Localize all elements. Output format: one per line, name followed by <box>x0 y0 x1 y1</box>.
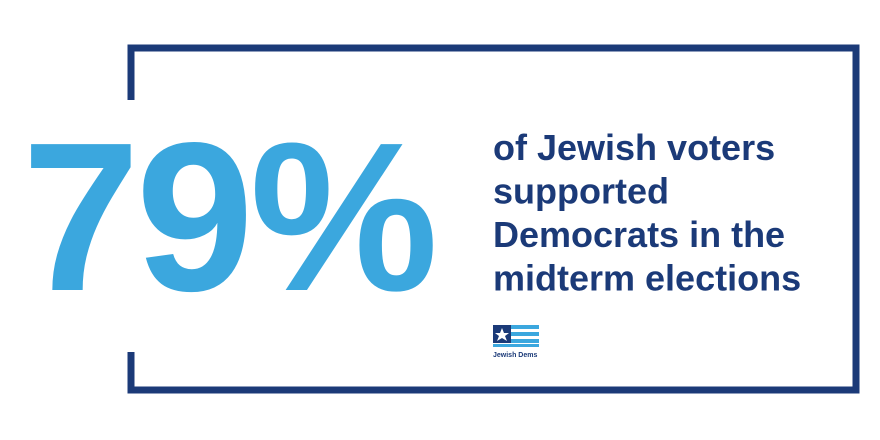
logo-stripe <box>511 339 539 343</box>
logo-stripe <box>511 332 539 336</box>
logo-label: Jewish Dems <box>493 352 537 359</box>
statement-line: Democrats in the <box>493 214 785 255</box>
stat-value: 79% <box>22 98 434 335</box>
frame <box>127 44 860 394</box>
logo-stripe <box>511 325 539 329</box>
statement-line: of Jewish voters <box>493 127 775 168</box>
logo: Jewish Dems <box>493 325 539 359</box>
logo-stripe <box>493 344 539 347</box>
statement-line: midterm elections <box>493 258 801 299</box>
statement-line: supported <box>493 171 669 212</box>
logo-star <box>495 328 509 341</box>
